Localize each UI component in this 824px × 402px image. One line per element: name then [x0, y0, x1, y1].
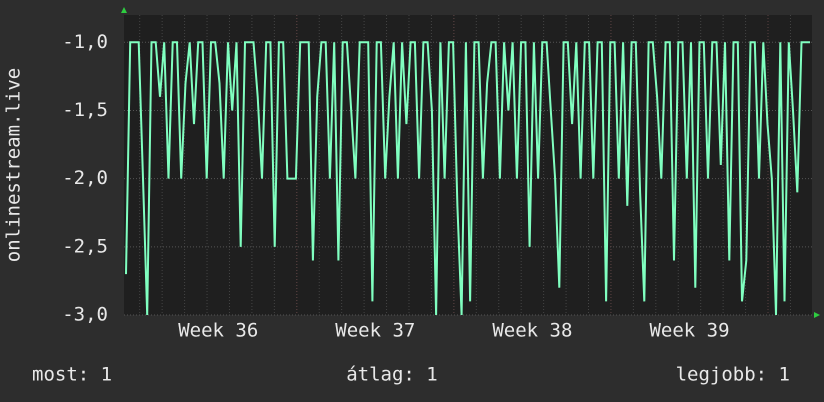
footer-current: most: 1 [32, 364, 112, 386]
data-line [125, 41, 810, 316]
footer-max: legjobb: 1 [676, 364, 790, 386]
y-tick-label: -1,5 [62, 99, 108, 121]
x-axis-arrow [814, 312, 820, 318]
y-tick-label: -2,5 [62, 235, 108, 257]
x-tick-label: Week 36 [178, 320, 258, 342]
x-tick-label: Week 37 [335, 320, 415, 342]
footer-average: átlag: 1 [346, 364, 438, 386]
y-tick-label: -2,0 [62, 167, 108, 189]
y-tick-label: -3,0 [62, 304, 108, 326]
y-axis-label: onlinestream.live [3, 68, 25, 262]
x-tick-label: Week 39 [649, 320, 729, 342]
x-tick-label: Week 38 [492, 320, 572, 342]
y-axis-arrow [121, 7, 127, 13]
y-tick-label: -1,0 [62, 31, 108, 53]
